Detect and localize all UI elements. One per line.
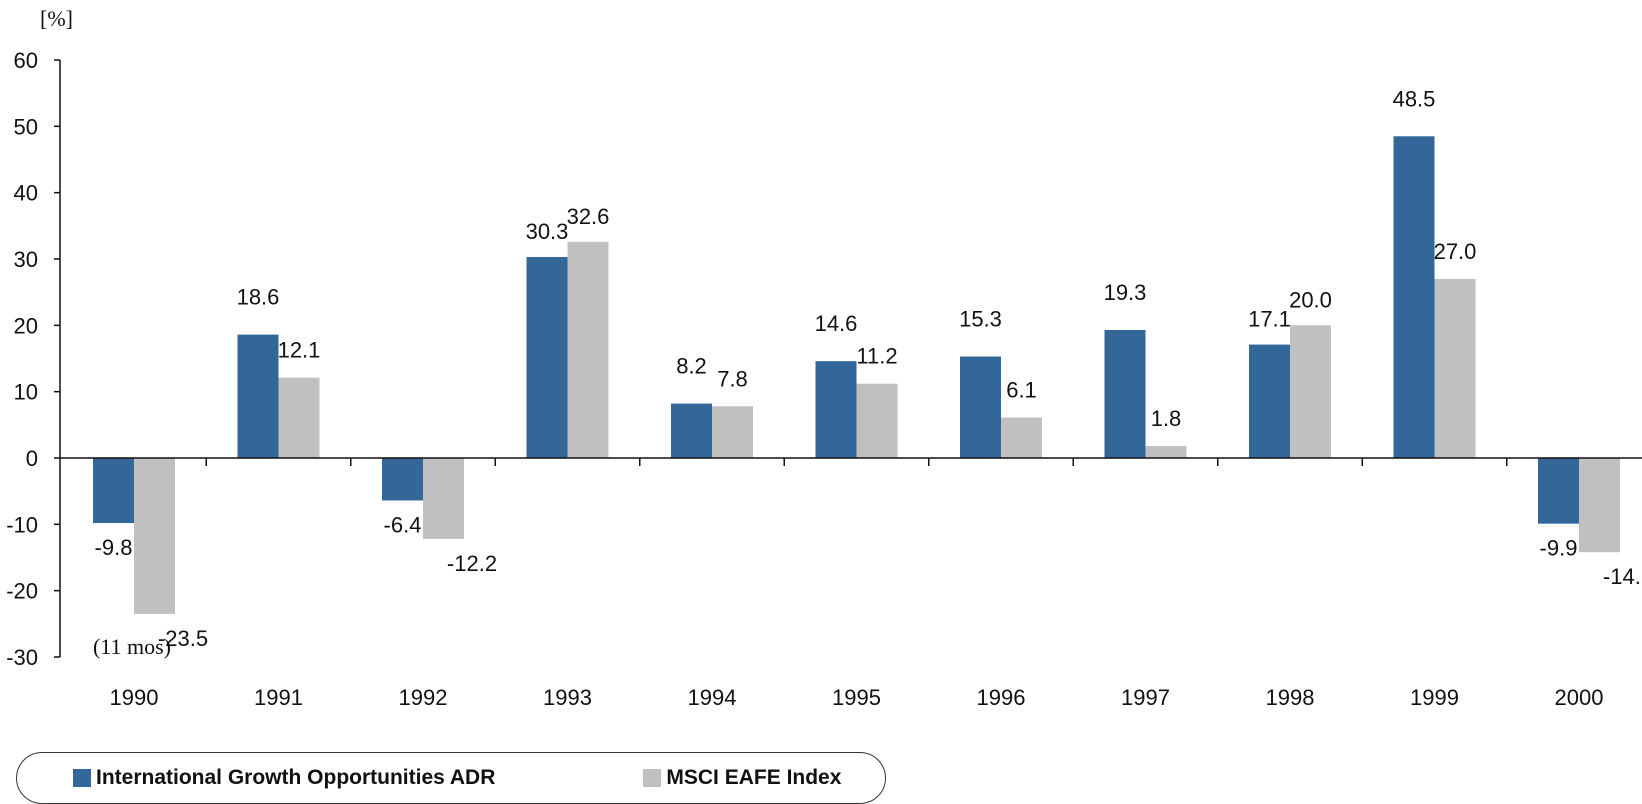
bar-adr-1995 <box>815 361 857 458</box>
y-tick-label-50: 50 <box>14 114 38 139</box>
data-label-eafe-1997: 1.8 <box>1151 406 1182 431</box>
legend-swatch-eafe <box>643 769 662 787</box>
legend-swatch-adr <box>73 769 91 787</box>
bar-adr-1991 <box>237 334 279 458</box>
legend-label-adr: International Growth Opportunities ADR <box>96 766 496 789</box>
data-label-eafe-1991: 12.1 <box>278 338 321 363</box>
x-tick-label-1991: 1991 <box>254 685 303 710</box>
bar-eafe-1990 <box>134 458 175 614</box>
bar-eafe-1992 <box>423 458 464 539</box>
y-tick-label-0: 0 <box>26 446 38 471</box>
data-label-adr-2000: -9.9 <box>1540 536 1578 561</box>
bar-adr-1997 <box>1104 329 1146 458</box>
y-tick-label-40: 40 <box>14 181 38 206</box>
annotation-0: (11 mos) <box>93 634 171 659</box>
bar-adr-1999 <box>1393 136 1435 459</box>
x-tick-label-1992: 1992 <box>399 685 448 710</box>
data-label-eafe-1995: 11.2 <box>856 344 897 369</box>
legend: International Growth Opportunities ADR M… <box>16 752 886 804</box>
data-label-adr-1999: 48.5 <box>1393 86 1436 111</box>
y-tick-label--30: -30 <box>6 645 38 670</box>
x-tick-label-2000: 2000 <box>1555 685 1604 710</box>
data-label-adr-1992: -6.4 <box>384 512 422 537</box>
data-label-eafe-1993: 32.6 <box>567 204 610 229</box>
y-tick-label--20: -20 <box>6 579 38 604</box>
data-label-eafe-1998: 20.0 <box>1289 287 1332 312</box>
y-axis-unit-label: [%] <box>40 6 73 31</box>
x-tick-label-1999: 1999 <box>1410 685 1459 710</box>
data-label-eafe-1992: -12.2 <box>447 551 497 576</box>
x-tick-label-1998: 1998 <box>1266 685 1315 710</box>
y-tick-label-30: 30 <box>14 247 38 272</box>
bar-eafe-1994 <box>712 406 753 458</box>
x-tick-label-1996: 1996 <box>977 685 1026 710</box>
data-label-eafe-1994: 7.8 <box>717 366 748 391</box>
bar-adr-1994 <box>671 403 712 458</box>
bar-eafe-1999 <box>1434 278 1476 458</box>
legend-label-eafe: MSCI EAFE Index <box>666 766 842 789</box>
x-tick-label-1993: 1993 <box>543 685 592 710</box>
bar-eafe-1996 <box>1001 417 1042 458</box>
labels-layer: -9.8 18.6 -6.4 30.3 8.2 14.6 15.3 19.3 17.1 48.5 -… <box>6 48 1642 710</box>
data-label-adr-1991: 18.6 <box>237 285 280 310</box>
y-tick-label-20: 20 <box>14 313 38 338</box>
bar-eafe-1997 <box>1145 446 1187 458</box>
data-label-eafe-1999: 27.0 <box>1434 239 1477 264</box>
bar-eafe-1998 <box>1290 325 1331 458</box>
data-label-adr-1998: 17.1 <box>1248 307 1291 332</box>
bars-layer <box>93 136 1620 614</box>
bar-eafe-1995 <box>856 383 898 458</box>
bar-adr-1996 <box>960 356 1001 458</box>
data-label-eafe-1990: -23.5 <box>158 626 208 651</box>
legend-item-adr: International Growth Opportunities ADR <box>73 766 495 790</box>
x-tick-label-1990: 1990 <box>110 685 159 710</box>
data-label-eafe-2000: -14.2 <box>1603 564 1642 589</box>
legend-item-eafe: MSCI EAFE Index <box>643 766 841 790</box>
bar-eafe-2000 <box>1579 458 1620 553</box>
bar-adr-2000 <box>1538 458 1579 524</box>
data-label-adr-1997: 19.3 <box>1104 280 1147 305</box>
bar-adr-1993 <box>526 257 568 458</box>
data-label-adr-1990: -9.8 <box>95 535 133 560</box>
x-tick-label-1995: 1995 <box>832 685 881 710</box>
data-label-adr-1996: 15.3 <box>959 307 1002 332</box>
data-label-adr-1994: 8.2 <box>676 354 707 379</box>
y-tick-label--10: -10 <box>6 512 38 537</box>
bar-eafe-1993 <box>567 241 609 458</box>
y-tick-label-10: 10 <box>14 380 38 405</box>
axes-layer <box>54 59 1642 658</box>
y-tick-label-60: 60 <box>14 48 38 73</box>
bar-adr-1998 <box>1249 344 1290 458</box>
data-label-adr-1993: 30.3 <box>526 219 569 244</box>
x-tick-label-1997: 1997 <box>1121 685 1170 710</box>
x-tick-label-1994: 1994 <box>688 685 737 710</box>
data-label-eafe-1996: 6.1 <box>1006 378 1037 403</box>
bar-adr-1990 <box>93 458 134 524</box>
data-label-adr-1995: 14.6 <box>815 311 858 336</box>
bar-adr-1992 <box>382 458 423 501</box>
bar-eafe-1991 <box>278 377 320 458</box>
